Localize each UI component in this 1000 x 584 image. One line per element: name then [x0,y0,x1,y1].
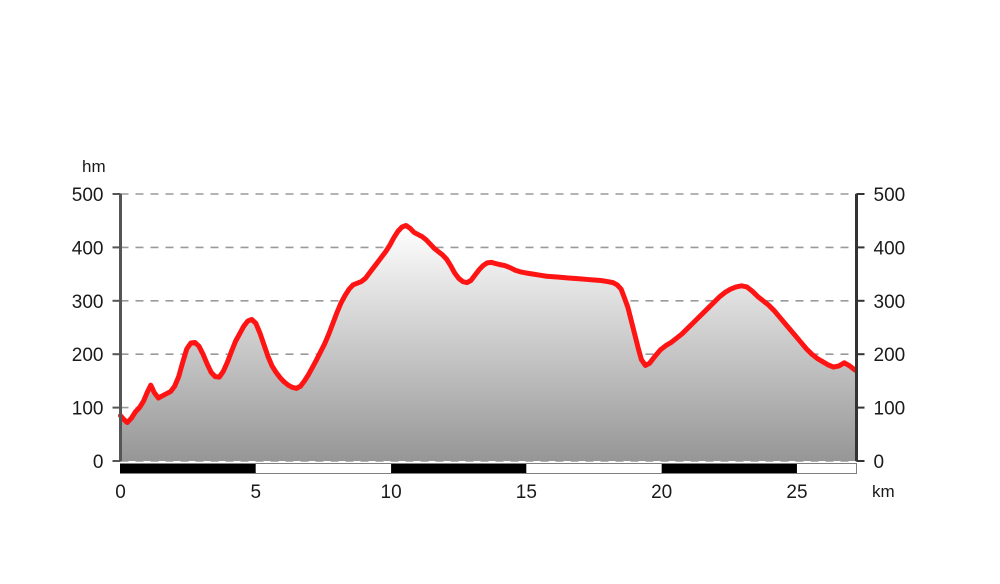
left-axis-ticks [112,193,121,462]
elevation-line [118,223,858,426]
y-tick-label-left-400: 400 [72,238,104,259]
y-tick-label-right-200: 200 [874,345,906,366]
x-tick-label-20: 20 [651,482,672,503]
scale-bar-segment-5 [796,464,857,473]
y-tick-label-left-500: 500 [72,185,104,206]
y-tick-label-right-400: 400 [874,238,906,259]
x-tick-label-10: 10 [381,482,402,503]
y-tick-label-left-200: 200 [72,345,104,366]
x-tick-label-15: 15 [516,482,537,503]
y-tick-label-left-100: 100 [72,399,104,420]
y-tick-label-right-500: 500 [874,185,906,206]
scale-bar-segment-3 [526,464,662,473]
x-axis-unit-label: km [872,482,895,501]
y-tick-label-left-0: 0 [93,452,104,473]
right-axis-ticks [856,193,865,462]
y-tick-label-right-0: 0 [874,452,885,473]
y-tick-label-left-300: 300 [72,292,104,313]
scale-bar-segment-4 [661,464,797,473]
scale-bar-segment-2 [391,464,527,473]
y-tick-label-right-300: 300 [874,292,906,313]
y-tick-label-right-100: 100 [874,399,906,420]
x-tick-label-5: 5 [251,482,262,503]
elevation-area-fill [120,225,856,461]
x-tick-label-0: 0 [115,482,126,503]
scale-bar-segment-0 [120,464,256,473]
x-tick-label-25: 25 [786,482,807,503]
left-axis-tick-labels: 0 100 200 300 400 500 [72,185,104,473]
scale-bar-segment-1 [255,464,392,473]
y-axis-unit-label: hm [82,157,106,176]
right-axis-tick-labels: 0 100 200 300 400 500 [874,185,906,473]
x-axis-tick-labels: 0 5 10 15 20 25 [115,482,807,503]
distance-scale-bar [120,463,857,474]
